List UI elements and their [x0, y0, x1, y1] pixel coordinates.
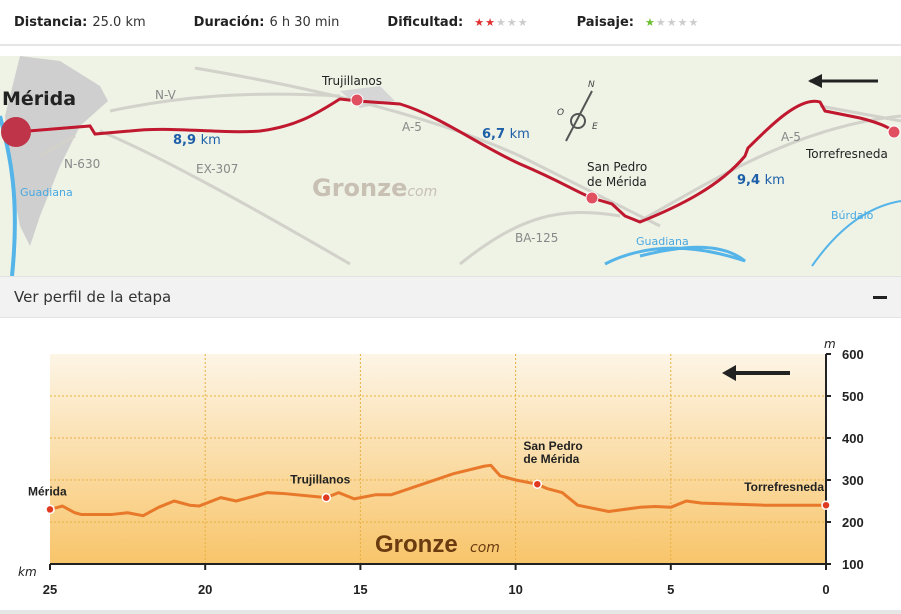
town-label-san-pedro-2: de Mérida [587, 175, 647, 189]
waypoint-marker [821, 500, 831, 510]
waypoint-marker [532, 479, 543, 489]
waypoint-label: Trujillanos [290, 473, 350, 487]
x-tick-label: 25 [43, 582, 57, 597]
town-label-san-pedro: San Pedro [587, 160, 648, 174]
waypoint-marker [45, 504, 55, 515]
difficulty-stat: Dificultad: ★★★★★ [387, 15, 528, 30]
trujillanos-marker[interactable] [350, 93, 364, 107]
town-label-torrefresneda: Torrefresneda [806, 147, 888, 161]
scenery-stat: Paisaje: ★★★★★ [577, 15, 700, 30]
road-label: A-5 [781, 130, 801, 144]
road-label: EX-307 [196, 162, 239, 176]
distance-stat: Distancia: 25.0 km [14, 15, 146, 30]
road-label: N-630 [64, 157, 101, 171]
river-label: Guadiana [636, 235, 689, 248]
chart-watermark: Gronze [375, 531, 458, 558]
y-tick-label: 500 [842, 389, 864, 404]
elevation-chart: 100 200 300 400 500 600 25 20 15 10 5 0 km m Gronze com… [0, 330, 901, 610]
distance-label: Distancia: [14, 14, 88, 30]
collapse-icon[interactable] [873, 295, 887, 299]
y-tick-label: 600 [842, 347, 864, 362]
profile-toggle-bar[interactable]: Ver perfil de la etapa [0, 276, 901, 318]
road-label: A-5 [402, 120, 422, 134]
river-label: Guadiana [20, 186, 73, 199]
x-tick-label: 5 [667, 582, 674, 597]
map-graphics [0, 56, 901, 276]
segment-distance: 8,9 km [173, 133, 221, 148]
town-label-merida: Mérida [2, 88, 77, 110]
elevation-line [49, 463, 826, 518]
waypoint-label: Torrefresneda [744, 480, 824, 494]
y-tick-label: 100 [842, 557, 864, 572]
duration-value: 6 h 30 min [269, 14, 340, 30]
duration-label: Duración: [193, 14, 265, 30]
compass-e: E [592, 122, 598, 132]
segment-distance: 6,7 km [482, 127, 530, 142]
river-label: Búrdalo [831, 209, 874, 222]
x-tick-label: 10 [508, 582, 522, 597]
x-tick-label: 15 [353, 582, 367, 597]
waypoint-marker [321, 492, 332, 503]
compass-icon [565, 90, 593, 142]
route-map[interactable]: Mérida Trujillanos San Pedro de Mérida T… [0, 56, 901, 276]
plot-background [50, 354, 826, 564]
y-axis-label: m [824, 337, 836, 351]
compass-o: O [557, 108, 565, 118]
difficulty-stars-icon: ★★★★★ [474, 15, 529, 29]
y-tick-label: 400 [842, 431, 864, 446]
elevation-chart-svg: 100 200 300 400 500 600 25 20 15 10 5 0 km m Gronze com… [18, 337, 864, 597]
merida-marker[interactable] [1, 117, 31, 147]
merida-urban-area [5, 56, 108, 246]
road-label: N-V [155, 88, 176, 102]
profile-title: Ver perfil de la etapa [14, 288, 172, 306]
roads [39, 66, 901, 266]
san-pedro-marker[interactable] [585, 191, 599, 205]
x-axis-label: km [18, 565, 37, 579]
scenery-label: Paisaje: [576, 14, 634, 30]
direction-arrow-head-icon [722, 365, 736, 381]
compass-n: N [588, 80, 595, 90]
route-line [15, 97, 896, 224]
waypoint-label: San Pedro [523, 439, 582, 453]
scenery-stars-icon: ★★★★★ [644, 15, 700, 29]
torrefresneda-marker[interactable] [887, 125, 901, 139]
y-tick-label: 300 [842, 473, 864, 488]
road-label: BA-125 [515, 231, 559, 245]
burdalo-river [811, 200, 901, 267]
x-tick-label: 20 [198, 582, 212, 597]
waypoint-label: de Mérida [523, 452, 579, 466]
map-watermark: Gronzecom [312, 174, 438, 202]
divider [0, 610, 901, 614]
stage-stats: Distancia: 25.0 km Duración: 6 h 30 min Di… [0, 0, 901, 46]
guadiana-river-east [604, 245, 746, 266]
duration-stat: Duración: 6 h 30 min [194, 15, 340, 30]
chart-watermark-sub: com [470, 540, 500, 556]
difficulty-label: Dificultad: [387, 14, 464, 30]
distance-value: 25.0 km [92, 14, 146, 30]
x-tick-label: 0 [822, 582, 829, 597]
segment-distance: 9,4 km [737, 173, 785, 188]
y-tick-label: 200 [842, 515, 864, 530]
town-label-trujillanos: Trujillanos [322, 74, 382, 88]
waypoint-label: Mérida [28, 484, 67, 498]
